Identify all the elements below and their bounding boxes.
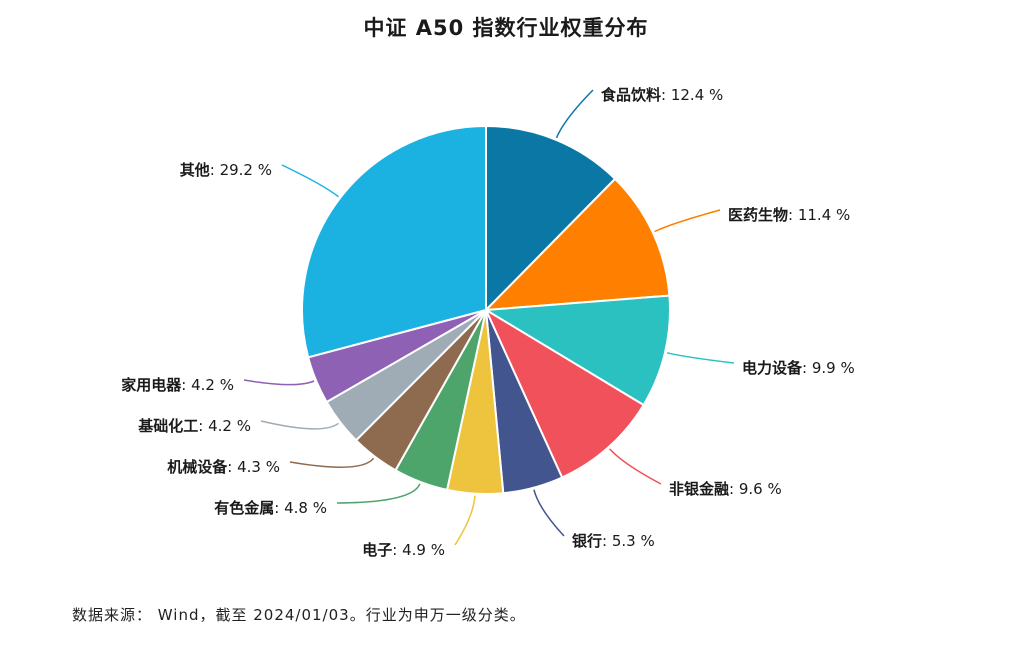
slice-label-2: 医药生物: 11.4 % bbox=[728, 206, 850, 224]
slice-label-4: 非银金融: 9.6 % bbox=[669, 480, 782, 498]
pie-slice-3[interactable] bbox=[485, 294, 671, 406]
slice-label-value: : 29.2 % bbox=[210, 161, 272, 179]
leader-line-7 bbox=[336, 483, 421, 504]
leader-line-11 bbox=[281, 164, 339, 198]
slice-label-name: 医药生物 bbox=[728, 206, 788, 224]
leader-line-2 bbox=[654, 209, 721, 233]
slice-label-name: 电力设备 bbox=[742, 359, 803, 377]
slice-label-8: 机械设备: 4.3 % bbox=[167, 458, 280, 476]
slice-label-value: : 12.4 % bbox=[661, 86, 723, 104]
pie-slice-11[interactable] bbox=[301, 125, 487, 359]
pie-slice-2[interactable] bbox=[485, 177, 671, 311]
slice-label-3: 电力设备: 9.9 % bbox=[742, 359, 855, 377]
slice-label-value: : 9.6 % bbox=[729, 480, 782, 498]
slice-label-name: 银行 bbox=[572, 532, 602, 550]
slice-label-5: 银行: 5.3 % bbox=[572, 532, 655, 550]
slice-label-name: 食品饮料 bbox=[601, 86, 661, 104]
slice-label-name: 有色金属 bbox=[214, 499, 274, 517]
slice-label-10: 家用电器: 4.2 % bbox=[121, 376, 234, 394]
slice-label-value: : 4.9 % bbox=[392, 541, 445, 559]
source-note: 数据来源： Wind，截至 2024/01/03。行业为申万一级分类。 bbox=[72, 606, 526, 624]
leader-line-5 bbox=[533, 489, 565, 537]
leader-line-4 bbox=[609, 448, 662, 485]
slice-label-name: 其他 bbox=[180, 161, 210, 179]
leader-line-3 bbox=[666, 352, 735, 364]
slice-label-name: 电子 bbox=[362, 541, 392, 559]
slice-label-6: 电子: 4.9 % bbox=[362, 541, 445, 559]
leader-line-9 bbox=[260, 420, 339, 430]
slice-label-value: : 4.3 % bbox=[227, 458, 280, 476]
slice-label-value: : 4.8 % bbox=[274, 499, 327, 517]
leader-line-6 bbox=[454, 495, 476, 546]
pie-slice-1[interactable] bbox=[485, 125, 617, 311]
leader-line-8 bbox=[289, 457, 375, 468]
slice-label-7: 有色金属: 4.8 % bbox=[214, 499, 327, 517]
slice-label-9: 基础化工: 4.2 % bbox=[137, 417, 251, 435]
slice-label-value: : 4.2 % bbox=[181, 376, 234, 394]
slice-label-name: 基础化工 bbox=[137, 417, 198, 435]
slice-label-name: 机械设备 bbox=[167, 458, 228, 476]
leaders-layer bbox=[243, 89, 735, 546]
pie-slice-4[interactable] bbox=[485, 309, 645, 479]
slice-label-value: : 4.2 % bbox=[198, 417, 251, 435]
leader-line-1 bbox=[555, 89, 594, 139]
slice-label-value: : 11.4 % bbox=[788, 206, 850, 224]
labels-layer: 食品饮料: 12.4 % 医药生物: 11.4 % 电力设备: 9.9 % 非银金融:… bbox=[121, 86, 854, 559]
slice-label-1: 食品饮料: 12.4 % bbox=[601, 86, 723, 104]
slices-layer bbox=[301, 125, 671, 495]
slice-label-11: 其他: 29.2 % bbox=[180, 161, 272, 179]
slice-label-value: : 9.9 % bbox=[802, 359, 855, 377]
slice-label-name: 非银金融 bbox=[669, 480, 729, 498]
slice-label-value: : 5.3 % bbox=[602, 532, 655, 550]
leader-line-10 bbox=[243, 379, 315, 386]
slice-label-name: 家用电器 bbox=[121, 376, 182, 394]
chart-title: 中证 A50 指数行业权重分布 bbox=[363, 16, 649, 40]
